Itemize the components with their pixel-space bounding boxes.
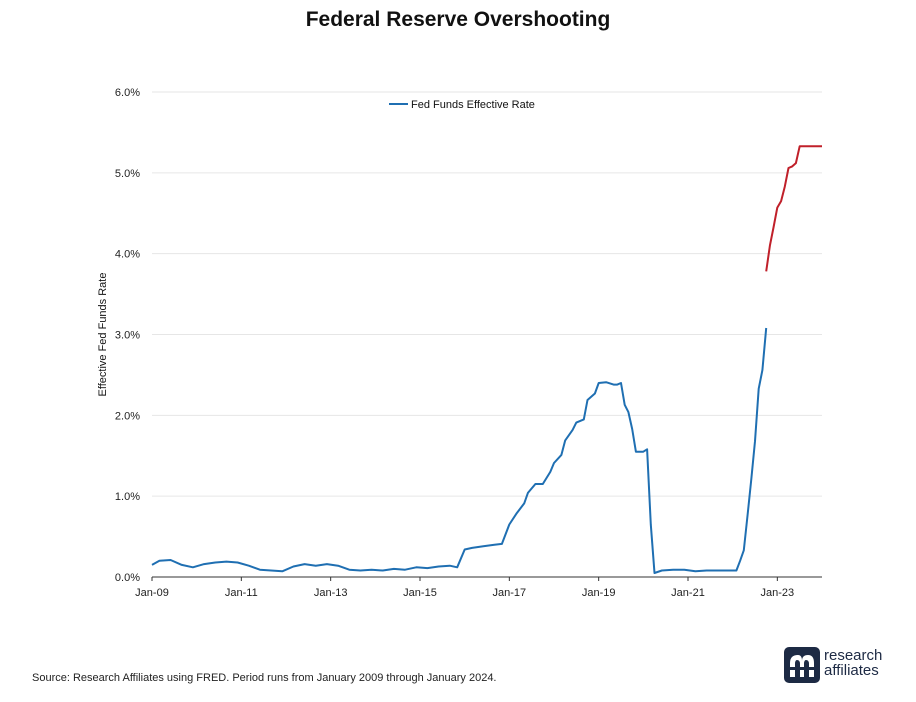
x-tick-label: Jan-09 bbox=[135, 587, 169, 599]
y-tick-label: 5.0% bbox=[115, 168, 140, 180]
x-tick-label: Jan-13 bbox=[314, 587, 348, 599]
y-tick-label: 2.0% bbox=[115, 410, 140, 422]
source-note: Source: Research Affiliates using FRED. … bbox=[32, 672, 497, 684]
x-tick-label: Jan-23 bbox=[761, 587, 795, 599]
chart-title: Federal Reserve Overshooting bbox=[305, 8, 611, 31]
research-affiliates-logo: research affiliates bbox=[784, 645, 894, 685]
logo-line-1: research bbox=[824, 647, 883, 664]
legend: Fed Funds Effective Rate bbox=[389, 99, 535, 111]
x-tick-label: Jan-11 bbox=[225, 587, 258, 599]
series-lines bbox=[151, 145, 822, 574]
y-tick-label: 4.0% bbox=[115, 249, 140, 261]
y-axis-label: Effective Fed Funds Rate bbox=[97, 273, 109, 397]
series-line-fed-funds bbox=[151, 327, 768, 574]
gridlines bbox=[152, 91, 822, 497]
research-affiliates-logo-icon bbox=[784, 647, 820, 683]
y-tick-label: 6.0% bbox=[115, 87, 140, 99]
logo-line-2: affiliates bbox=[824, 662, 879, 679]
y-tick-label: 0.0% bbox=[115, 572, 140, 584]
y-tick-label: 1.0% bbox=[115, 491, 140, 503]
x-tick-label: Jan-15 bbox=[403, 587, 437, 599]
x-tick-label: Jan-17 bbox=[493, 587, 527, 599]
x-axis-ticks: Jan-09 Jan-11 Jan-13 Jan-15 Jan-17 Jan-19 Jan-… bbox=[135, 577, 794, 599]
x-tick-label: Jan-19 bbox=[582, 587, 616, 599]
y-axis-ticks: 0.0% 1.0% 2.0% 3.0% 4.0% 5.0% 6.0% bbox=[115, 87, 140, 584]
legend-label: Fed Funds Effective Rate bbox=[411, 99, 535, 111]
series-line-overshoot bbox=[765, 145, 822, 272]
y-tick-label: 3.0% bbox=[115, 330, 140, 342]
logo-wordmark: research affiliates bbox=[824, 648, 882, 678]
x-tick-label: Jan-21 bbox=[671, 587, 705, 599]
